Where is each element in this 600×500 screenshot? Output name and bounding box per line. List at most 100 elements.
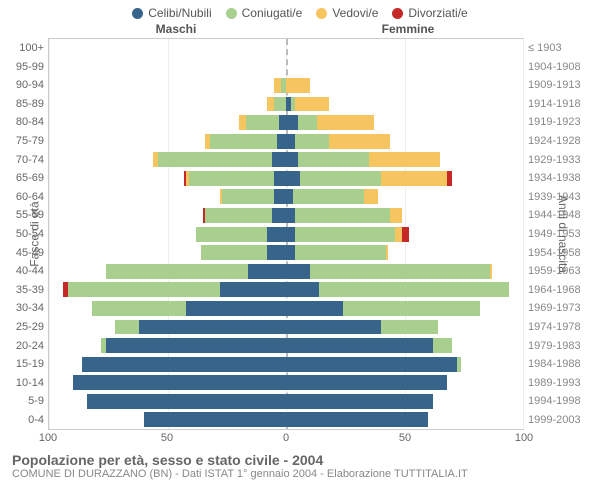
age-label: 75-79 (4, 132, 44, 151)
segment-widowed (239, 115, 246, 130)
female-bar (286, 281, 523, 300)
age-row (49, 336, 523, 355)
legend-swatch (132, 8, 143, 19)
female-bar (286, 95, 523, 114)
segment-single (286, 412, 428, 427)
female-bar (286, 113, 523, 132)
x-tick: 100 (515, 432, 533, 444)
female-bar (286, 318, 523, 337)
y-axis-title-left: Fasce di età (28, 201, 42, 266)
legend-item: Celibi/Nubili (132, 6, 211, 20)
male-bar (49, 113, 286, 132)
age-row (49, 113, 523, 132)
segment-single (286, 171, 300, 186)
x-tick: 0 (283, 432, 289, 444)
segment-widowed (364, 189, 378, 204)
female-bar (286, 262, 523, 281)
birth-year-label: 1989-1993 (528, 374, 596, 393)
birth-year-label: 1999-2003 (528, 411, 596, 430)
footer: Popolazione per età, sesso e stato civil… (0, 446, 600, 480)
legend-label: Vedovi/e (332, 6, 378, 20)
female-bar (286, 39, 523, 58)
x-tick: 100 (39, 432, 57, 444)
male-bar (49, 392, 286, 411)
birth-year-label: 1929-1933 (528, 151, 596, 170)
x-axis: 10050050100 (0, 430, 600, 446)
segment-single (267, 245, 286, 260)
segment-widowed (386, 245, 388, 260)
female-bar (286, 355, 523, 374)
segment-widowed (267, 97, 274, 112)
segment-widowed (295, 97, 328, 112)
segment-single (277, 134, 286, 149)
age-row (49, 95, 523, 114)
age-row (49, 373, 523, 392)
female-bar (286, 58, 523, 77)
gridline (523, 39, 524, 429)
segment-single (286, 227, 295, 242)
segment-married (300, 171, 381, 186)
male-bar (49, 373, 286, 392)
age-label: 85-89 (4, 95, 44, 114)
male-bar (49, 299, 286, 318)
age-row (49, 206, 523, 225)
pyramid-chart: Fasce di età 100+95-9990-9485-8980-8475-… (0, 38, 600, 430)
male-bar (49, 318, 286, 337)
segment-married (343, 301, 480, 316)
age-label: 80-84 (4, 113, 44, 132)
female-bar (286, 169, 523, 188)
segment-widowed (329, 134, 391, 149)
segment-married (319, 282, 509, 297)
segment-single (286, 189, 293, 204)
birth-year-label: 1909-1913 (528, 76, 596, 95)
birth-year-label: 1919-1923 (528, 113, 596, 132)
segment-married (210, 134, 276, 149)
segment-single (286, 115, 298, 130)
segment-widowed (381, 171, 447, 186)
plot-area (48, 38, 524, 430)
segment-single (286, 208, 295, 223)
segment-widowed (317, 115, 374, 130)
legend-swatch (392, 8, 403, 19)
male-bar (49, 188, 286, 207)
segment-married (298, 115, 317, 130)
segment-single (286, 320, 381, 335)
birth-year-label: 1934-1938 (528, 169, 596, 188)
male-bar (49, 355, 286, 374)
age-row (49, 188, 523, 207)
segment-married (457, 357, 462, 372)
segment-widowed (274, 78, 281, 93)
age-row (49, 58, 523, 77)
male-bar (49, 76, 286, 95)
age-row (49, 318, 523, 337)
age-row (49, 169, 523, 188)
age-row (49, 225, 523, 244)
legend-swatch (226, 8, 237, 19)
segment-single (286, 245, 295, 260)
segment-widowed (286, 78, 310, 93)
age-label: 70-74 (4, 151, 44, 170)
bar-rows (49, 39, 523, 429)
age-label: 100+ (4, 39, 44, 58)
age-label: 30-34 (4, 299, 44, 318)
age-row (49, 355, 523, 374)
segment-married (189, 171, 274, 186)
age-label: 25-29 (4, 318, 44, 337)
segment-single (272, 152, 286, 167)
male-bar (49, 336, 286, 355)
birth-year-label: 1969-1973 (528, 299, 596, 318)
age-label: 95-99 (4, 58, 44, 77)
age-label: 90-94 (4, 76, 44, 95)
segment-single (248, 264, 286, 279)
birth-year-label: 1974-1978 (528, 318, 596, 337)
age-row (49, 150, 523, 169)
female-bar (286, 243, 523, 262)
age-row (49, 262, 523, 281)
segment-married (115, 320, 139, 335)
segment-single (286, 357, 457, 372)
chart-subtitle: COMUNE DI DURAZZANO (BN) - Dati ISTAT 1°… (12, 468, 588, 480)
age-row (49, 392, 523, 411)
segment-single (286, 301, 343, 316)
male-bar (49, 225, 286, 244)
females-header: Femmine (292, 22, 524, 36)
